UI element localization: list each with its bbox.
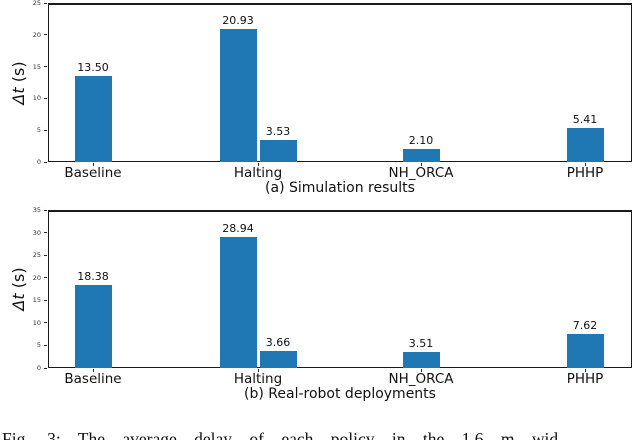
bar	[74, 285, 112, 368]
bar-value-label: 3.53	[265, 124, 291, 138]
bar	[219, 28, 257, 162]
y-tick-label: 20	[32, 273, 41, 282]
y-tick-mark	[44, 344, 47, 346]
y-tick-mark	[44, 254, 47, 256]
bar	[219, 237, 257, 368]
x-category-label: Halting	[233, 165, 283, 181]
bar	[402, 352, 440, 368]
y-tick-label: 5	[36, 125, 41, 134]
bar-value-label: 7.62	[572, 318, 598, 332]
x-tick-mark	[92, 163, 94, 166]
bar	[259, 351, 297, 368]
plot-area	[48, 3, 632, 162]
x-tick-mark	[584, 369, 586, 372]
y-tick-mark	[44, 2, 47, 4]
bar-value-label: 28.94	[222, 222, 254, 236]
y-tick-mark	[44, 277, 47, 279]
bar-value-label: 3.66	[265, 336, 291, 350]
bar	[566, 333, 604, 368]
y-axis-label: Δt (s)	[9, 267, 28, 311]
x-tick-mark	[420, 163, 422, 166]
y-tick-mark	[44, 232, 47, 234]
y-tick-label: 0	[36, 157, 41, 166]
bar-value-label: 3.51	[408, 337, 434, 351]
y-tick-label: 0	[36, 363, 41, 372]
bar-value-label: 2.10	[408, 133, 434, 147]
x-category-label: PHHP	[566, 371, 604, 387]
bar	[566, 127, 604, 162]
y-tick-mark	[44, 34, 47, 36]
bar-value-label: 20.93	[222, 13, 254, 27]
x-tick-mark	[92, 369, 94, 372]
x-category-label: NH_ORCA	[388, 165, 454, 181]
bar	[74, 76, 112, 162]
y-axis-label-math: Δt	[9, 293, 28, 311]
y-tick-label: 10	[32, 318, 41, 327]
y-tick-label: 10	[32, 94, 41, 103]
y-tick-label: 5	[36, 341, 41, 350]
y-tick-mark	[44, 97, 47, 99]
figure-caption: Fig. 3: The average delay of each policy…	[2, 429, 559, 440]
x-tick-mark	[584, 163, 586, 166]
y-tick-label: 20	[32, 30, 41, 39]
bar	[402, 148, 440, 162]
y-tick-mark	[44, 66, 47, 68]
y-axis-label: Δt (s)	[9, 60, 28, 105]
y-tick-label: 15	[32, 62, 41, 71]
x-tick-mark	[257, 369, 259, 372]
subplot-caption: (a) Simulation results	[265, 180, 415, 196]
y-tick-mark	[44, 322, 47, 324]
bar-value-label: 5.41	[572, 112, 598, 126]
y-tick-mark	[44, 129, 47, 131]
x-category-label: Halting	[233, 371, 283, 387]
bar-value-label: 18.38	[77, 269, 109, 283]
x-category-label: Baseline	[64, 165, 122, 181]
x-tick-mark	[257, 163, 259, 166]
bar-value-label: 13.50	[77, 61, 109, 75]
y-tick-label: 15	[32, 296, 41, 305]
plot-area	[48, 210, 632, 368]
x-tick-mark	[420, 369, 422, 372]
x-category-label: PHHP	[566, 165, 604, 181]
x-category-label: NH_ORCA	[388, 371, 454, 387]
bar	[259, 139, 297, 162]
y-tick-label: 30	[32, 228, 41, 237]
y-tick-mark	[44, 209, 47, 211]
y-tick-mark	[44, 161, 47, 163]
y-tick-mark	[44, 299, 47, 301]
y-tick-label: 25	[32, 0, 41, 7]
subplot-caption: (b) Real-robot deployments	[244, 386, 436, 402]
y-tick-mark	[44, 367, 47, 369]
y-tick-label: 35	[32, 205, 41, 214]
x-category-label: Baseline	[64, 371, 122, 387]
y-axis-label-math: Δt	[9, 86, 28, 105]
y-tick-label: 25	[32, 250, 41, 259]
